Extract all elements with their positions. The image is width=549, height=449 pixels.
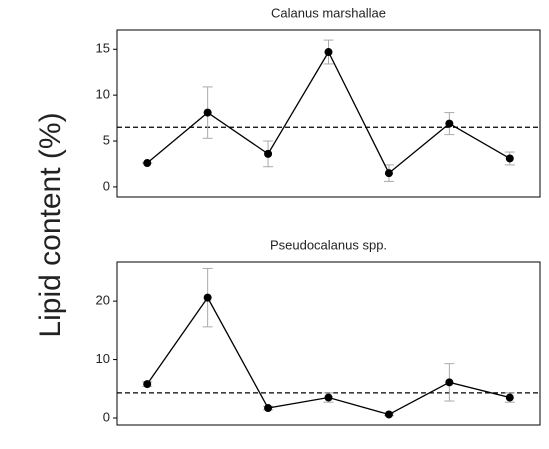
data-point xyxy=(384,410,393,419)
y-tick-label: 10 xyxy=(96,351,110,366)
data-point xyxy=(203,108,212,117)
y-tick-label: 0 xyxy=(103,409,110,424)
data-point xyxy=(264,149,273,158)
plot-frame xyxy=(116,29,541,198)
data-point xyxy=(445,119,454,128)
data-point xyxy=(203,293,212,302)
y-tick-label: 20 xyxy=(96,293,110,308)
y-tick-label: 0 xyxy=(103,178,110,193)
data-point xyxy=(324,48,333,57)
data-point xyxy=(445,378,454,387)
y-tick-label: 5 xyxy=(103,132,110,147)
data-point xyxy=(505,154,514,163)
y-axis-label: Lipid content (%) xyxy=(34,112,67,337)
panel-title: Calanus marshallae xyxy=(271,5,386,20)
plot-frame xyxy=(116,261,541,426)
data-line xyxy=(146,50,511,175)
data-point xyxy=(143,159,152,168)
data-point xyxy=(384,169,393,178)
panel-title: Pseudocalanus spp. xyxy=(270,237,387,252)
y-tick-label: 10 xyxy=(96,87,110,102)
data-point xyxy=(143,380,152,389)
data-point xyxy=(324,393,333,402)
data-point xyxy=(264,404,273,413)
data-point xyxy=(505,393,514,402)
y-tick-label: 15 xyxy=(96,41,110,56)
